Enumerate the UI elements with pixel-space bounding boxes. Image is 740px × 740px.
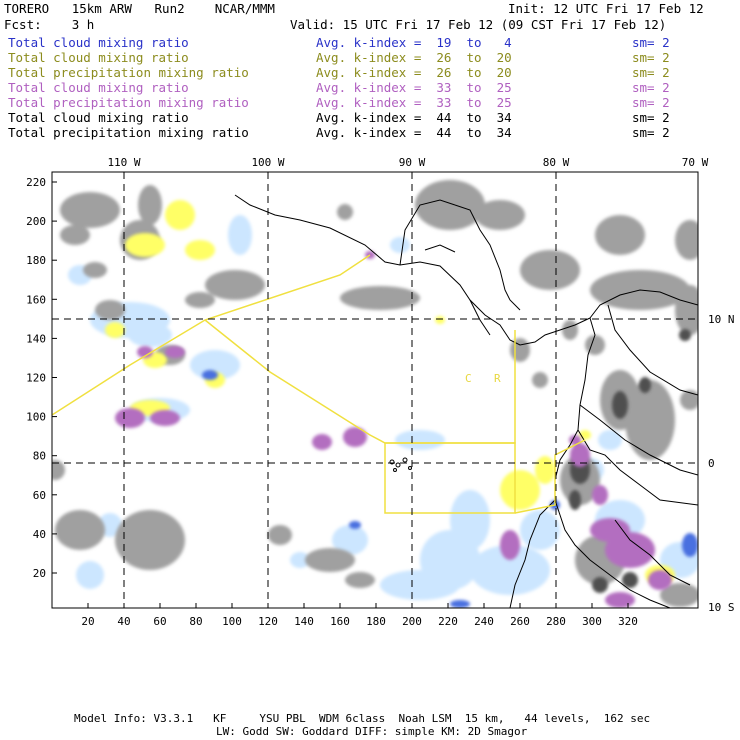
x-tick-label: 20	[81, 615, 94, 628]
latitude-label: 10 S	[708, 601, 735, 614]
legend-k-index: Avg. k-index = 44 to 34	[316, 125, 512, 140]
x-tick-label: 180	[366, 615, 386, 628]
y-tick-labels: 220 200 180 160 140 120 100 80 60 40 20	[26, 176, 46, 580]
init-time: Init: 12 UTC Fri 17 Feb 12	[508, 1, 704, 16]
y-tick-label: 200	[26, 215, 46, 228]
legend-smoothing: sm= 2	[632, 65, 670, 80]
x-tick-label: 260	[510, 615, 530, 628]
y-tick-label: 100	[26, 411, 46, 424]
x-tick-label: 200	[402, 615, 422, 628]
y-tick-label: 40	[33, 528, 46, 541]
y-tick-label: 120	[26, 372, 46, 385]
legend-field: Total precipitation mixing ratio	[8, 95, 249, 110]
x-tick-label: 160	[330, 615, 350, 628]
latitude-label: 10 N	[708, 313, 735, 326]
field-shading	[52, 172, 698, 608]
y-tick-label: 180	[26, 254, 46, 267]
blue-areas	[202, 370, 698, 608]
latitude-labels: 10 N 0 10 S	[708, 313, 735, 614]
y-tick-label: 20	[33, 567, 46, 580]
legend-smoothing: sm= 2	[632, 125, 670, 140]
longitude-label: 90 W	[399, 156, 426, 169]
y-tick-label: 160	[26, 293, 46, 306]
legend-smoothing: sm= 2	[632, 80, 670, 95]
physics-info: LW: Godd SW: Goddard DIFF: simple KM: 2D…	[216, 725, 528, 738]
legend-field: Total cloud mixing ratio	[8, 35, 189, 50]
forecast-hour: Fcst: 3 h	[4, 17, 95, 32]
flight-track	[52, 254, 586, 514]
legend-k-index: Avg. k-index = 44 to 34	[316, 110, 512, 125]
y-tick-label: 140	[26, 332, 46, 345]
legend-smoothing: sm= 2	[632, 35, 670, 50]
x-tick-label: 240	[474, 615, 494, 628]
latitude-label: 0	[708, 457, 715, 470]
x-tick-label: 220	[438, 615, 458, 628]
legend-smoothing: sm= 2	[632, 110, 670, 125]
map-frame	[51, 171, 699, 609]
legend-field: Total cloud mixing ratio	[8, 80, 189, 95]
legend-k-index: Avg. k-index = 26 to 20	[316, 65, 512, 80]
x-tick-label: 40	[117, 615, 130, 628]
y-tick-label: 80	[33, 450, 46, 463]
x-tick-label: 300	[582, 615, 602, 628]
place-label-r: R	[494, 372, 501, 385]
legend-field: Total precipitation mixing ratio	[8, 65, 249, 80]
x-tick-label: 120	[258, 615, 278, 628]
x-tick-label: 140	[294, 615, 314, 628]
longitude-label: 70 W	[682, 156, 709, 169]
place-label-c: C	[465, 372, 472, 385]
x-tick-label: 80	[189, 615, 202, 628]
x-tick-label: 280	[546, 615, 566, 628]
axis-ticks	[52, 181, 629, 608]
y-tick-label: 220	[26, 176, 46, 189]
longitude-labels: 110 W 100 W 90 W 80 W 70 W	[107, 156, 708, 169]
y-tick-label: 60	[33, 489, 46, 502]
model-info: Model Info: V3.3.1 KF YSU PBL WDM 6class…	[74, 712, 651, 725]
x-tick-labels: 20 40 60 80 100 120 140 160 180 200 220 240 260 280 30…	[81, 615, 638, 628]
legend-k-index: Avg. k-index = 33 to 25	[316, 95, 512, 110]
coastlines	[234, 194, 698, 608]
x-tick-label: 60	[153, 615, 166, 628]
yellow-areas	[105, 200, 675, 585]
valid-time: Valid: 15 UTC Fri 17 Feb 12 (09 CST Fri …	[290, 17, 667, 32]
longitude-label: 110 W	[107, 156, 140, 169]
lat-lon-grid	[52, 172, 698, 608]
weather-map: 20 40 60 80 100 120 140 160 180 200 220 240 260 280 30…	[26, 156, 735, 628]
legend-field: Total cloud mixing ratio	[8, 110, 189, 125]
legend-k-index: Avg. k-index = 26 to 20	[316, 50, 512, 65]
model-title: TORERO 15km ARW Run2 NCAR/MMM	[4, 1, 275, 16]
legend-field: Total cloud mixing ratio	[8, 50, 189, 65]
legend-smoothing: sm= 2	[632, 95, 670, 110]
legend-smoothing: sm= 2	[632, 50, 670, 65]
legend-k-index: Avg. k-index = 19 to 4	[316, 35, 512, 50]
longitude-label: 80 W	[543, 156, 570, 169]
grey-cloud-areas	[52, 180, 698, 607]
legend-field: Total precipitation mixing ratio	[8, 125, 249, 140]
legend-k-index: Avg. k-index = 33 to 25	[316, 80, 512, 95]
longitude-label: 100 W	[251, 156, 284, 169]
x-tick-label: 100	[222, 615, 242, 628]
x-tick-label: 320	[618, 615, 638, 628]
